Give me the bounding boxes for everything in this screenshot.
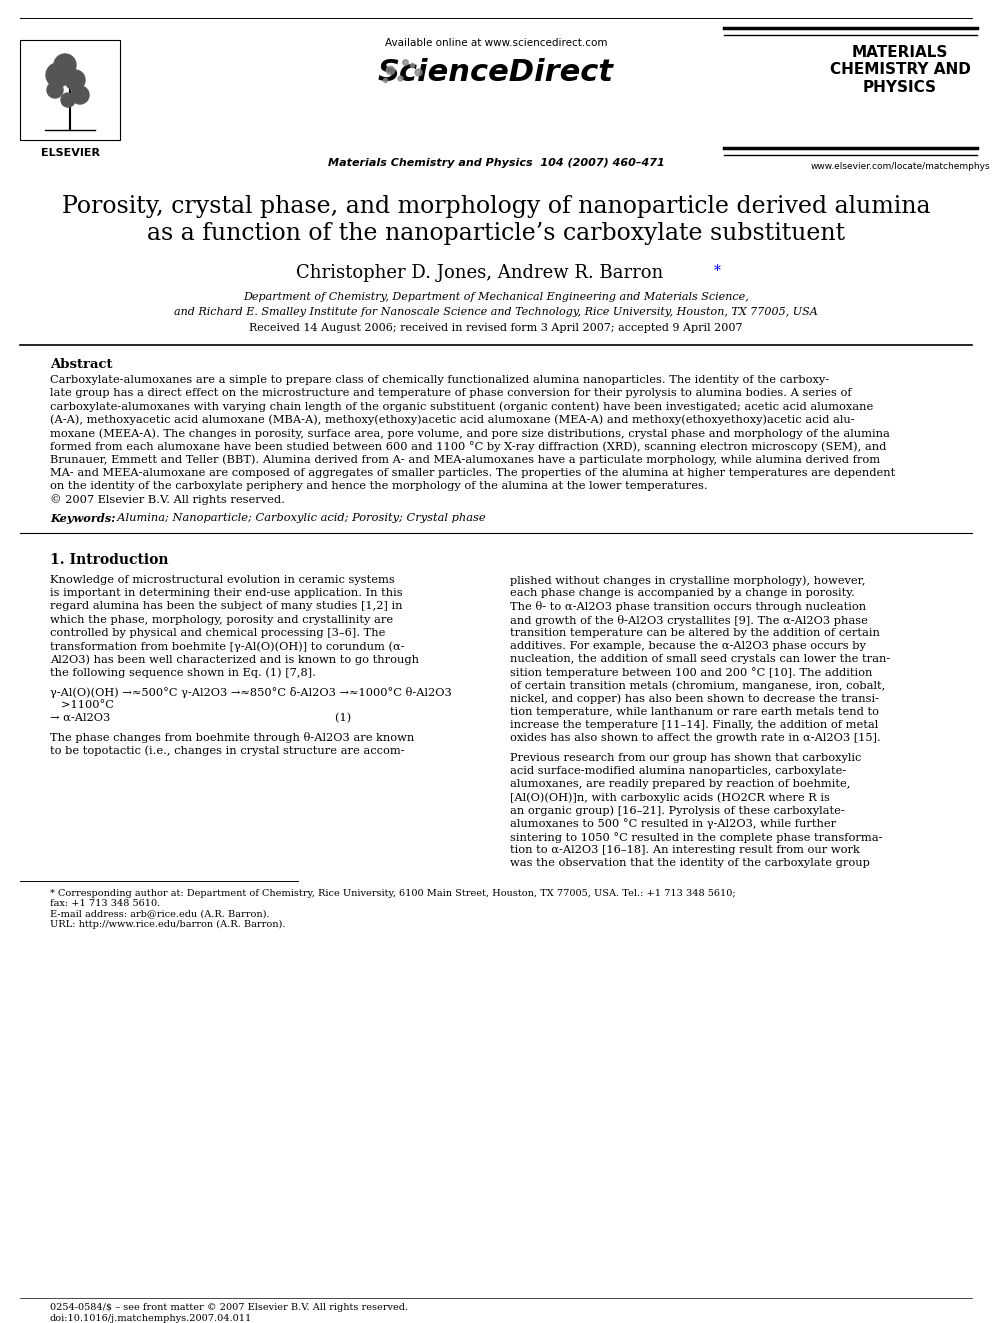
Text: MATERIALS
CHEMISTRY AND
PHYSICS: MATERIALS CHEMISTRY AND PHYSICS bbox=[829, 45, 970, 95]
Text: as a function of the nanoparticle’s carboxylate substituent: as a function of the nanoparticle’s carb… bbox=[147, 222, 845, 245]
Text: on the identity of the carboxylate periphery and hence the morphology of the alu: on the identity of the carboxylate perip… bbox=[50, 482, 707, 491]
Text: an organic group) [16–21]. Pyrolysis of these carboxylate-: an organic group) [16–21]. Pyrolysis of … bbox=[510, 806, 845, 816]
Text: formed from each alumoxane have been studied between 600 and 1100 °C by X-ray di: formed from each alumoxane have been stu… bbox=[50, 442, 887, 452]
Circle shape bbox=[61, 93, 75, 107]
Text: was the observation that the identity of the carboxylate group: was the observation that the identity of… bbox=[510, 859, 870, 868]
Circle shape bbox=[47, 82, 63, 98]
Text: fax: +1 713 348 5610.: fax: +1 713 348 5610. bbox=[50, 900, 161, 909]
Text: tion to α-Al2O3 [16–18]. An interesting result from our work: tion to α-Al2O3 [16–18]. An interesting … bbox=[510, 845, 860, 855]
Text: Abstract: Abstract bbox=[50, 359, 112, 370]
Circle shape bbox=[65, 70, 85, 90]
Text: additives. For example, because the α-Al2O3 phase occurs by: additives. For example, because the α-Al… bbox=[510, 642, 866, 651]
Text: 0254-0584/$ – see front matter © 2007 Elsevier B.V. All rights reserved.: 0254-0584/$ – see front matter © 2007 El… bbox=[50, 1303, 408, 1312]
Text: Received 14 August 2006; received in revised form 3 April 2007; accepted 9 April: Received 14 August 2006; received in rev… bbox=[249, 323, 743, 333]
Text: alumoxanes to 500 °C resulted in γ-Al2O3, while further: alumoxanes to 500 °C resulted in γ-Al2O3… bbox=[510, 819, 836, 830]
Text: >1100°C: >1100°C bbox=[50, 700, 114, 710]
Text: doi:10.1016/j.matchemphys.2007.04.011: doi:10.1016/j.matchemphys.2007.04.011 bbox=[50, 1314, 252, 1323]
Text: controlled by physical and chemical processing [3–6]. The: controlled by physical and chemical proc… bbox=[50, 628, 385, 638]
Text: transition temperature can be altered by the addition of certain: transition temperature can be altered by… bbox=[510, 628, 880, 638]
Text: * Corresponding author at: Department of Chemistry, Rice University, 6100 Main S: * Corresponding author at: Department of… bbox=[50, 889, 736, 898]
Text: sition temperature between 100 and 200 °C [10]. The addition: sition temperature between 100 and 200 °… bbox=[510, 667, 872, 679]
Text: late group has a direct effect on the microstructure and temperature of phase co: late group has a direct effect on the mi… bbox=[50, 388, 851, 398]
Text: Knowledge of microstructural evolution in ceramic systems: Knowledge of microstructural evolution i… bbox=[50, 576, 395, 585]
Circle shape bbox=[71, 86, 89, 105]
Text: increase the temperature [11–14]. Finally, the addition of metal: increase the temperature [11–14]. Finall… bbox=[510, 720, 878, 730]
Text: Previous research from our group has shown that carboxylic: Previous research from our group has sho… bbox=[510, 753, 861, 762]
Text: The phase changes from boehmite through θ-Al2O3 are known: The phase changes from boehmite through … bbox=[50, 732, 415, 744]
Text: and growth of the θ-Al2O3 crystallites [9]. The α-Al2O3 phase: and growth of the θ-Al2O3 crystallites [… bbox=[510, 615, 868, 626]
Text: © 2007 Elsevier B.V. All rights reserved.: © 2007 Elsevier B.V. All rights reserved… bbox=[50, 495, 285, 505]
Text: (A-A), methoxyacetic acid alumoxane (MBA-A), methoxy(ethoxy)acetic acid alumoxan: (A-A), methoxyacetic acid alumoxane (MBA… bbox=[50, 415, 855, 426]
Text: Porosity, crystal phase, and morphology of nanoparticle derived alumina: Porosity, crystal phase, and morphology … bbox=[62, 194, 930, 218]
Text: carboxylate-alumoxanes with varying chain length of the organic substituent (org: carboxylate-alumoxanes with varying chai… bbox=[50, 402, 873, 413]
Text: Keywords:: Keywords: bbox=[50, 513, 115, 524]
Text: each phase change is accompanied by a change in porosity.: each phase change is accompanied by a ch… bbox=[510, 589, 855, 598]
Text: the following sequence shown in Eq. (1) [7,8].: the following sequence shown in Eq. (1) … bbox=[50, 667, 315, 677]
Text: URL: http://www.rice.edu/barron (A.R. Barron).: URL: http://www.rice.edu/barron (A.R. Ba… bbox=[50, 919, 286, 929]
Text: tion temperature, while lanthanum or rare earth metals tend to: tion temperature, while lanthanum or rar… bbox=[510, 706, 879, 717]
Text: is important in determining their end-use application. In this: is important in determining their end-us… bbox=[50, 589, 403, 598]
Text: The θ- to α-Al2O3 phase transition occurs through nucleation: The θ- to α-Al2O3 phase transition occur… bbox=[510, 602, 866, 613]
Text: γ-Al(O)(OH) →≈500°C γ-Al2O3 →≈850°C δ-Al2O3 →≈1000°C θ-Al2O3: γ-Al(O)(OH) →≈500°C γ-Al2O3 →≈850°C δ-Al… bbox=[50, 687, 451, 697]
Text: Available online at www.sciencedirect.com: Available online at www.sciencedirect.co… bbox=[385, 38, 607, 48]
Text: *: * bbox=[714, 265, 721, 278]
Text: moxane (MEEA-A). The changes in porosity, surface area, pore volume, and pore si: moxane (MEEA-A). The changes in porosity… bbox=[50, 429, 890, 439]
Text: → α-Al2O3                                                              (1): → α-Al2O3 (1) bbox=[50, 713, 351, 724]
Circle shape bbox=[54, 54, 76, 75]
Text: Materials Chemistry and Physics  104 (2007) 460–471: Materials Chemistry and Physics 104 (200… bbox=[327, 157, 665, 168]
Text: nickel, and copper) has also been shown to decrease the transi-: nickel, and copper) has also been shown … bbox=[510, 693, 879, 704]
Text: which the phase, morphology, porosity and crystallinity are: which the phase, morphology, porosity an… bbox=[50, 615, 393, 624]
Text: sintering to 1050 °C resulted in the complete phase transforma-: sintering to 1050 °C resulted in the com… bbox=[510, 832, 883, 843]
Circle shape bbox=[46, 64, 70, 87]
Text: Alumina; Nanoparticle; Carboxylic acid; Porosity; Crystal phase: Alumina; Nanoparticle; Carboxylic acid; … bbox=[110, 513, 486, 523]
Text: Brunauer, Emmett and Teller (BBT). Alumina derived from A- and MEA-alumoxanes ha: Brunauer, Emmett and Teller (BBT). Alumi… bbox=[50, 455, 880, 466]
Text: and Richard E. Smalley Institute for Nanoscale Science and Technology, Rice Univ: and Richard E. Smalley Institute for Nan… bbox=[175, 307, 817, 318]
Text: oxides has also shown to affect the growth rate in α-Al2O3 [15].: oxides has also shown to affect the grow… bbox=[510, 733, 881, 744]
Text: [Al(O)(OH)]n, with carboxylic acids (HO2CR where R is: [Al(O)(OH)]n, with carboxylic acids (HO2… bbox=[510, 792, 830, 803]
Text: regard alumina has been the subject of many studies [1,2] in: regard alumina has been the subject of m… bbox=[50, 602, 403, 611]
Text: www.elsevier.com/locate/matchemphys: www.elsevier.com/locate/matchemphys bbox=[810, 161, 990, 171]
Text: transformation from boehmite [γ-Al(O)(OH)] to corundum (α-: transformation from boehmite [γ-Al(O)(OH… bbox=[50, 642, 405, 651]
Text: of certain transition metals (chromium, manganese, iron, cobalt,: of certain transition metals (chromium, … bbox=[510, 680, 885, 691]
Text: 1. Introduction: 1. Introduction bbox=[50, 553, 169, 568]
Text: acid surface-modified alumina nanoparticles, carboxylate-: acid surface-modified alumina nanopartic… bbox=[510, 766, 846, 775]
Text: E-mail address: arb@rice.edu (A.R. Barron).: E-mail address: arb@rice.edu (A.R. Barro… bbox=[50, 909, 270, 918]
Text: Christopher D. Jones, Andrew R. Barron: Christopher D. Jones, Andrew R. Barron bbox=[297, 265, 664, 282]
Text: ScienceDirect: ScienceDirect bbox=[378, 58, 614, 87]
Text: alumoxanes, are readily prepared by reaction of boehmite,: alumoxanes, are readily prepared by reac… bbox=[510, 779, 850, 789]
Text: nucleation, the addition of small seed crystals can lower the tran-: nucleation, the addition of small seed c… bbox=[510, 654, 890, 664]
Text: ELSEVIER: ELSEVIER bbox=[41, 148, 99, 157]
Text: Department of Chemistry, Department of Mechanical Engineering and Materials Scie: Department of Chemistry, Department of M… bbox=[243, 292, 749, 302]
Bar bbox=[20, 40, 120, 140]
Text: plished without changes in crystalline morphology), however,: plished without changes in crystalline m… bbox=[510, 576, 865, 586]
Text: Carboxylate-alumoxanes are a simple to prepare class of chemically functionalize: Carboxylate-alumoxanes are a simple to p… bbox=[50, 374, 829, 385]
Text: to be topotactic (i.e., changes in crystal structure are accom-: to be topotactic (i.e., changes in cryst… bbox=[50, 745, 405, 755]
Text: MA- and MEEA-alumoxane are composed of aggregates of smaller particles. The prop: MA- and MEEA-alumoxane are composed of a… bbox=[50, 468, 895, 478]
Text: Al2O3) has been well characterized and is known to go through: Al2O3) has been well characterized and i… bbox=[50, 654, 419, 664]
